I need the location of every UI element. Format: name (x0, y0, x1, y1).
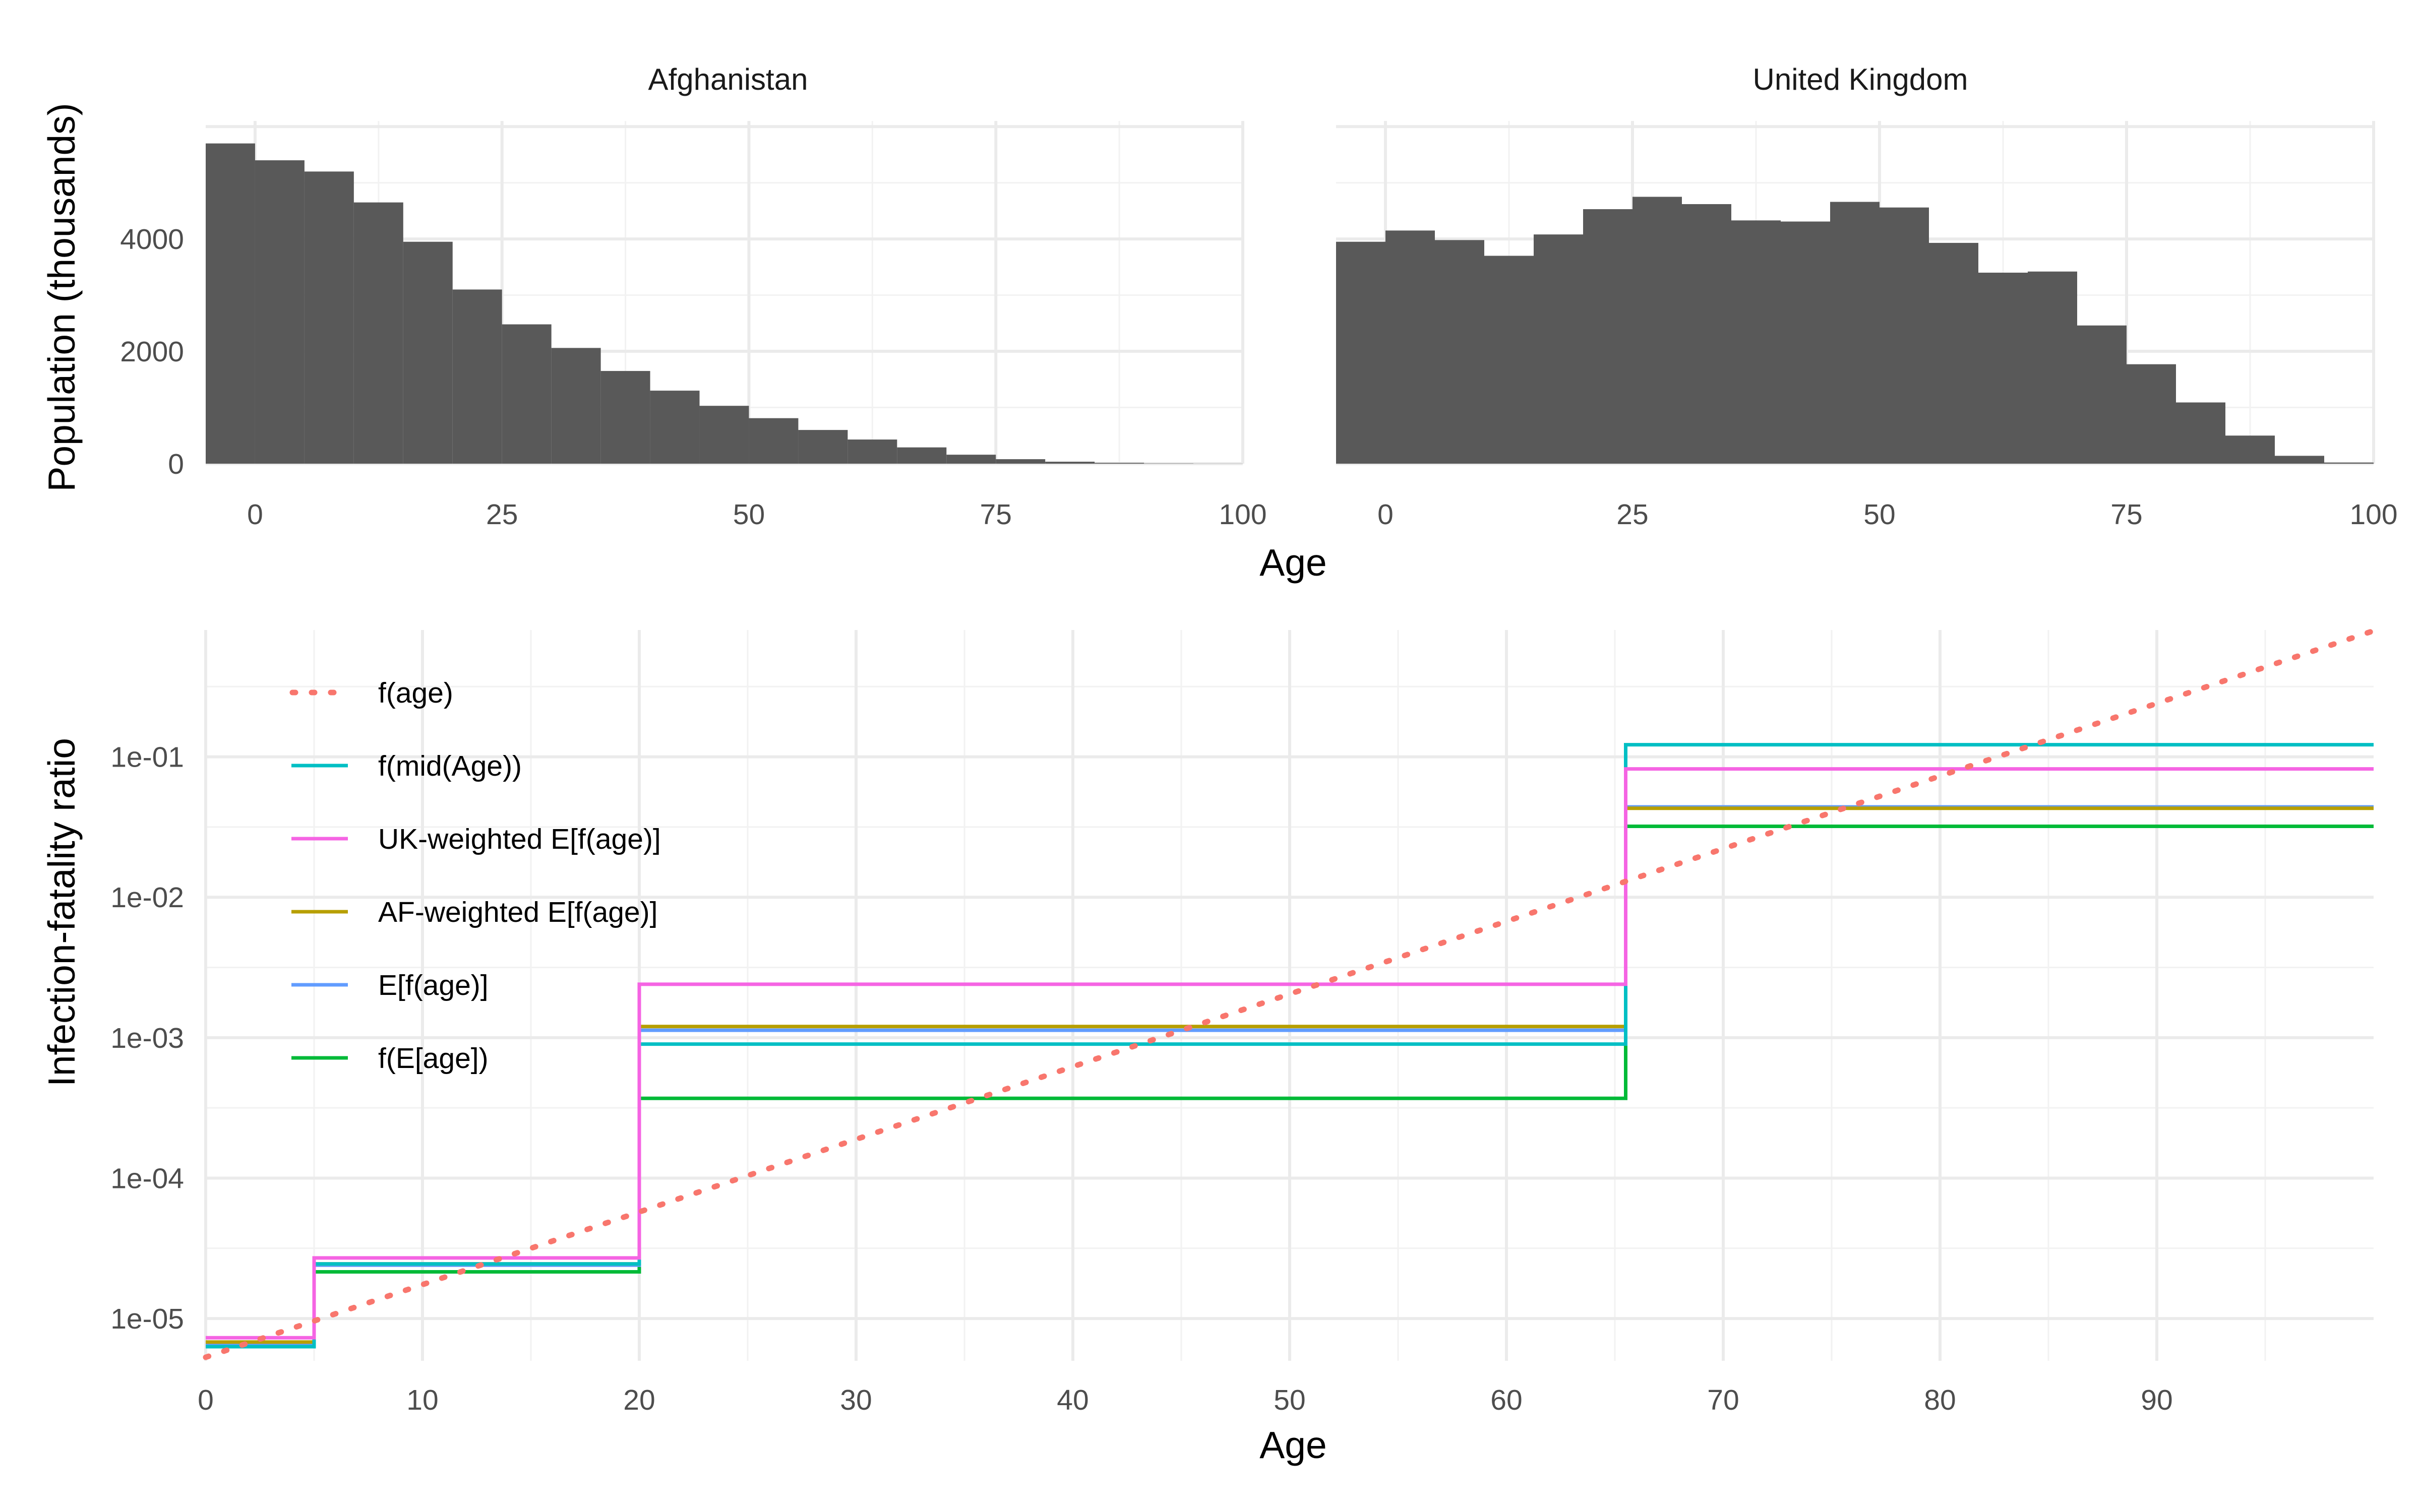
histogram-bar-united-kingdom (1731, 220, 1781, 464)
legend-label: f(mid(Age)) (378, 750, 522, 782)
legend-label: E[f(age)] (378, 969, 489, 1001)
y-tick-label: 0 (168, 448, 184, 480)
y-tick-label-ifr: 1e-01 (110, 741, 184, 774)
histogram-bar-afghanistan (206, 143, 255, 464)
histogram-bar-afghanistan (798, 430, 848, 464)
histogram-bar-united-kingdom (2275, 456, 2324, 464)
histogram-bar-afghanistan (1045, 462, 1095, 464)
histogram-bar-united-kingdom (1682, 204, 1731, 464)
legend-label: AF-weighted E[f(age)] (378, 896, 657, 928)
histogram-bar-united-kingdom (1978, 272, 2028, 464)
histogram-bar-united-kingdom (1632, 197, 1682, 464)
histogram-bar-united-kingdom (2127, 364, 2176, 464)
series-line-f-age (203, 628, 2377, 1360)
bars-layer (206, 143, 2374, 464)
histogram-bar-afghanistan (699, 406, 749, 464)
x-tick-label-ifr: 10 (406, 1384, 438, 1416)
histogram-bar-united-kingdom (1336, 241, 1385, 464)
x-tick-label-afghanistan: 100 (1219, 498, 1266, 531)
text-layer: Afghanistan United Kingdom Population (t… (40, 62, 1968, 1466)
strip-title-united-kingdom: United Kingdom (1753, 62, 1968, 96)
legend-label: UK-weighted E[f(age)] (378, 823, 661, 855)
histogram-bar-afghanistan (996, 459, 1046, 464)
bottom-y-axis-title: Infection-fatality ratio (40, 738, 83, 1087)
histogram-bar-united-kingdom (1929, 242, 1978, 464)
x-tick-label-afghanistan: 25 (486, 498, 518, 531)
histogram-bar-afghanistan (403, 241, 453, 464)
x-tick-label-ifr: 90 (2141, 1384, 2172, 1416)
histogram-bar-united-kingdom (2077, 325, 2127, 464)
histogram-bar-afghanistan (1095, 463, 1144, 464)
histogram-bar-united-kingdom (2225, 435, 2275, 464)
histogram-bar-afghanistan (946, 455, 996, 464)
histogram-bar-united-kingdom (1484, 256, 1534, 464)
histogram-bar-united-kingdom (1830, 202, 1880, 464)
histogram-bar-united-kingdom (2028, 271, 2077, 464)
histogram-bar-afghanistan (749, 418, 799, 464)
histogram-bar-afghanistan (1144, 463, 1194, 464)
x-tick-label-united-kingdom: 50 (1863, 498, 1895, 531)
x-tick-label-ifr: 50 (1274, 1384, 1305, 1416)
x-tick-label-afghanistan: 0 (247, 498, 263, 531)
x-tick-label-united-kingdom: 0 (1377, 498, 1394, 531)
histogram-bar-afghanistan (551, 348, 601, 464)
y-tick-label-ifr: 1e-04 (110, 1163, 184, 1195)
x-tick-label-ifr: 20 (623, 1384, 655, 1416)
histogram-bar-afghanistan (848, 439, 897, 464)
histogram-bar-afghanistan (353, 202, 403, 464)
histogram-bar-united-kingdom (1781, 221, 1830, 464)
x-tick-label-ifr: 70 (1707, 1384, 1739, 1416)
y-tick-label: 4000 (120, 223, 184, 256)
histogram-bar-united-kingdom (1534, 234, 1583, 464)
x-tick-label-ifr: 40 (1057, 1384, 1088, 1416)
x-tick-label-afghanistan: 75 (980, 498, 1012, 531)
x-tick-label-united-kingdom: 75 (2110, 498, 2142, 531)
histogram-bar-united-kingdom (2324, 462, 2374, 464)
ticks-layer: 0 25 50 75 100 0 2000 4000 0 25 50 75 100 0 10 20 30 40 50… (110, 223, 2397, 1416)
legend: f(age) f(mid(Age)) UK-weighted E[f(age)] AF… (289, 677, 661, 1075)
legend-label: f(E[age]) (378, 1042, 489, 1075)
y-tick-label-ifr: 1e-03 (110, 1022, 184, 1054)
histogram-bar-afghanistan (255, 160, 305, 464)
top-y-axis-title: Population (thousands) (40, 103, 83, 491)
x-tick-label-ifr: 80 (1924, 1384, 1956, 1416)
x-tick-label-ifr: 30 (840, 1384, 872, 1416)
histogram-bar-afghanistan (897, 447, 947, 464)
histogram-bar-afghanistan (600, 371, 650, 464)
x-tick-label-united-kingdom: 25 (1616, 498, 1648, 531)
histogram-bar-afghanistan (304, 171, 354, 464)
y-tick-label: 2000 (120, 336, 184, 368)
x-tick-label-united-kingdom: 100 (2349, 498, 2397, 531)
histogram-bar-united-kingdom (2176, 402, 2225, 464)
series-line-uk-weighted (206, 767, 2374, 1340)
histogram-bar-afghanistan (650, 391, 700, 464)
bottom-x-axis-title: Age (1259, 1424, 1326, 1466)
histogram-bar-united-kingdom (1385, 230, 1435, 464)
x-tick-label-afghanistan: 50 (733, 498, 765, 531)
histogram-bar-united-kingdom (1435, 240, 1484, 464)
legend-label: f(age) (378, 677, 453, 709)
histogram-bar-afghanistan (502, 324, 552, 464)
y-tick-label-ifr: 1e-02 (110, 881, 184, 914)
lines-layer (203, 628, 2377, 1360)
strip-title-afghanistan: Afghanistan (648, 62, 808, 96)
histogram-bar-afghanistan (452, 289, 502, 464)
x-tick-label-ifr: 60 (1490, 1384, 1522, 1416)
histogram-bar-united-kingdom (1880, 207, 1929, 464)
histogram-bar-united-kingdom (1583, 209, 1632, 464)
y-tick-label-ifr: 1e-05 (110, 1303, 184, 1335)
top-x-axis-title: Age (1259, 541, 1326, 584)
x-tick-label-ifr: 0 (198, 1384, 214, 1416)
